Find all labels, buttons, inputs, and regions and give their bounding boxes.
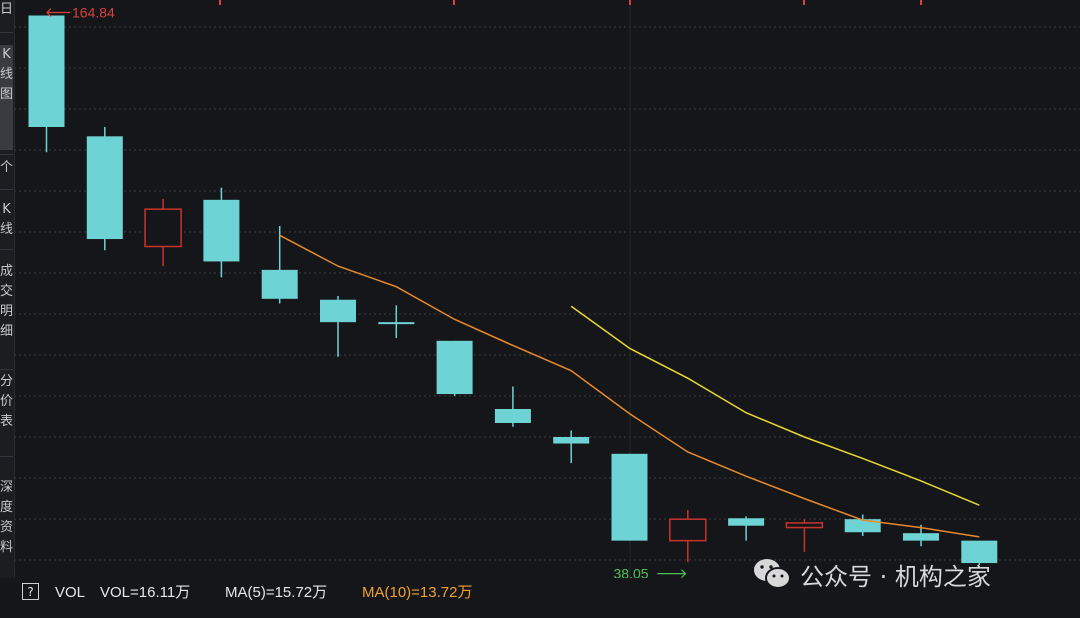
candle[interactable] xyxy=(144,198,182,267)
low-arrow-head xyxy=(681,569,687,578)
sidebar-tab-0[interactable]: 日 xyxy=(0,2,13,17)
candle-body xyxy=(320,299,356,323)
vol-value: VOL=16.11万 xyxy=(100,584,191,601)
candle[interactable] xyxy=(611,453,648,541)
candles[interactable] xyxy=(28,15,998,565)
low-price-label: 38.05 xyxy=(614,566,649,578)
candle-body xyxy=(86,136,123,240)
high-price-label: 164.84 xyxy=(72,5,115,21)
candle[interactable] xyxy=(903,524,939,547)
wechat-icon xyxy=(754,559,791,589)
candle[interactable] xyxy=(844,514,881,536)
ma-short-line xyxy=(279,234,980,538)
candle[interactable] xyxy=(728,516,765,541)
candle-body xyxy=(144,208,182,248)
ma10-value: MA(10)=13.72万 xyxy=(362,584,473,601)
sidebar-tab-5[interactable]: 分价表 xyxy=(0,374,13,429)
candle-body xyxy=(28,15,65,127)
sidebar-tab-4[interactable]: 成交明细 xyxy=(0,264,13,339)
candle[interactable] xyxy=(494,386,531,427)
candle-body xyxy=(436,340,473,395)
price-labels: 164.84 38.05 xyxy=(46,5,687,578)
candle-body xyxy=(728,518,765,526)
sidebar-separator xyxy=(0,249,13,250)
sidebar-tab-2[interactable]: 个 xyxy=(0,160,13,175)
sidebar-separator xyxy=(0,32,13,33)
candle-body xyxy=(378,322,415,325)
candle[interactable] xyxy=(86,126,123,251)
candlestick-chart[interactable]: 164.84 38.05 xyxy=(0,0,1080,578)
candle[interactable] xyxy=(378,305,415,339)
candle[interactable] xyxy=(28,15,65,153)
candle-body xyxy=(611,453,648,541)
sidebar: 日 K线图个 K线成交明细分价表深度资料 xyxy=(0,0,15,618)
candle-body xyxy=(785,522,824,529)
candle-body xyxy=(494,408,531,423)
volume-indicator-bar xyxy=(0,578,1080,618)
candle[interactable] xyxy=(261,225,298,304)
candle-body xyxy=(203,199,240,262)
candle[interactable] xyxy=(669,509,707,563)
candle-body xyxy=(553,437,590,444)
watermark-text: 公众号 · 机构之家 xyxy=(800,562,991,591)
watermark: 公众号 · 机构之家 xyxy=(752,554,991,594)
candle-body xyxy=(961,540,998,564)
candle[interactable] xyxy=(436,340,473,396)
candle[interactable] xyxy=(785,519,824,552)
candle-body xyxy=(844,519,881,533)
candle[interactable] xyxy=(320,296,356,357)
high-arrow-head xyxy=(46,8,52,17)
candle[interactable] xyxy=(961,540,998,565)
candle-body xyxy=(903,533,939,541)
sidebar-tab-1[interactable]: K线图 xyxy=(0,45,13,150)
candle-body xyxy=(261,269,298,299)
ma-long-line xyxy=(570,305,980,506)
candle-body xyxy=(669,518,707,542)
candle[interactable] xyxy=(203,187,240,278)
ma5-value: MA(5)=15.72万 xyxy=(225,584,328,601)
top-tick-marks xyxy=(219,0,922,578)
sidebar-tab-6[interactable]: 深度资料 xyxy=(0,480,13,555)
sidebar-separator xyxy=(0,369,13,370)
sidebar-separator xyxy=(0,189,13,190)
sidebar-separator xyxy=(0,456,13,457)
candle[interactable] xyxy=(553,430,590,464)
vol-label: VOL xyxy=(55,584,86,601)
sidebar-separator xyxy=(0,154,13,155)
sidebar-tab-3[interactable]: K线 xyxy=(0,202,13,237)
help-icon[interactable]: ? xyxy=(22,583,39,600)
moving-average-lines xyxy=(279,234,980,538)
